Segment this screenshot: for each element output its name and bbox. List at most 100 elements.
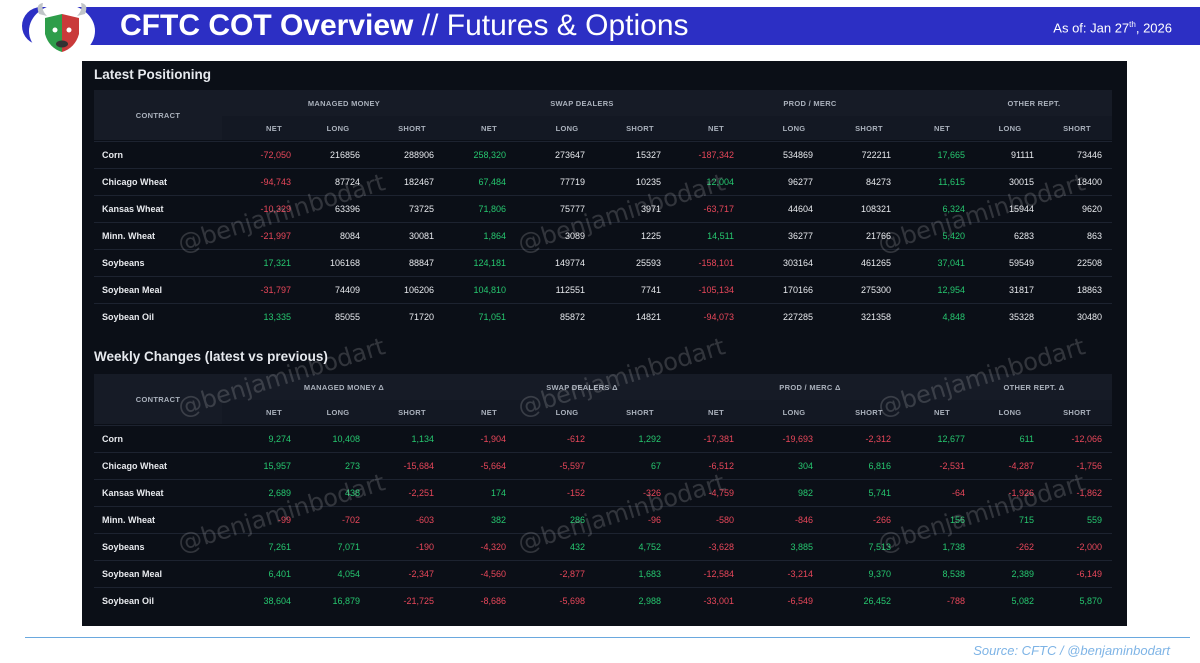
table-cell: 321358 <box>860 312 891 322</box>
sub-header: LONG <box>782 408 806 417</box>
table-cell: -846 <box>794 515 813 525</box>
sub-header: SHORT <box>398 408 426 417</box>
table-cell: 13,335 <box>263 312 291 322</box>
table-cell: -31,797 <box>260 285 291 295</box>
table-cell: -2,000 <box>1076 542 1102 552</box>
table-cell: 275300 <box>860 285 891 295</box>
sub-header: SHORT <box>398 124 426 133</box>
table-cell: -63,717 <box>703 204 734 214</box>
table-cell: 5,420 <box>942 231 965 241</box>
table-cell: 73446 <box>1076 150 1102 160</box>
table-cell: -2,877 <box>559 569 585 579</box>
sub-header: SHORT <box>855 408 883 417</box>
sub-header: LONG <box>555 408 579 417</box>
table-cell: -8,686 <box>480 596 506 606</box>
table-cell: 304 <box>797 461 813 471</box>
table-cell: 174 <box>490 488 506 498</box>
table-cell: 216856 <box>329 150 360 160</box>
contract-name: Corn <box>102 150 123 160</box>
table-cell: 863 <box>1086 231 1102 241</box>
table-cell: 1,683 <box>638 569 661 579</box>
contract-name: Chicago Wheat <box>102 461 168 471</box>
table-cell: 5,741 <box>868 488 891 498</box>
table-cell: -17,381 <box>703 434 734 444</box>
sub-header: LONG <box>998 124 1022 133</box>
group-header-row <box>94 90 1112 116</box>
table-cell: 258,320 <box>473 150 506 160</box>
table-cell: 1,738 <box>942 542 965 552</box>
table-cell: 273647 <box>554 150 585 160</box>
table-cell: -4,759 <box>708 488 734 498</box>
table-cell: 26,452 <box>863 596 891 606</box>
contract-column-header: CONTRACT <box>94 374 222 424</box>
table-row: Soybeans 7,261 7,071 -190 -4,320 432 4,752 -3,6… <box>94 533 1112 561</box>
sub-header: NET <box>934 124 950 133</box>
table-cell: 112551 <box>555 285 585 295</box>
table-cell: -99 <box>277 515 291 525</box>
table-cell: 7,071 <box>337 542 360 552</box>
table-cell: 9,370 <box>868 569 891 579</box>
cot-panel: Latest Positioning CONTRACT MANAGED MONEY… <box>82 61 1127 626</box>
contract-header-label: CONTRACT <box>135 394 181 404</box>
table-cell: -612 <box>566 434 585 444</box>
table-cell: 77719 <box>559 177 585 187</box>
table-cell: -5,698 <box>559 596 585 606</box>
table-cell: -3,628 <box>708 542 734 552</box>
table-cell: 21766 <box>865 231 891 241</box>
table-cell: 12,004 <box>706 177 734 187</box>
contract-name: Minn. Wheat <box>102 231 155 241</box>
table-cell: 88847 <box>408 258 434 268</box>
group-header: MANAGED MONEY Δ <box>303 383 385 392</box>
table-cell: 611 <box>1019 434 1034 444</box>
table-cell: 1,292 <box>638 434 661 444</box>
table-cell: -2,312 <box>865 434 891 444</box>
table-cell: -4,320 <box>480 542 506 552</box>
table-cell: -105,134 <box>698 285 734 295</box>
table-cell: 17,665 <box>937 150 965 160</box>
group-header: PROD / MERC <box>783 99 837 108</box>
sub-header: NET <box>266 408 282 417</box>
table-cell: 30015 <box>1008 177 1034 187</box>
table-cell: 30081 <box>408 231 434 241</box>
table-cell: -5,664 <box>480 461 506 471</box>
table-cell: 4,848 <box>942 312 965 322</box>
table-cell: 1,134 <box>411 434 434 444</box>
table-cell: 1225 <box>640 231 661 241</box>
sub-header-row <box>94 400 1112 424</box>
contract-name: Soybeans <box>102 258 145 268</box>
table-cell: 9,274 <box>268 434 291 444</box>
table-cell: 722211 <box>861 150 891 160</box>
bull-bear-logo-icon <box>25 0 99 60</box>
table-cell: -3,214 <box>787 569 813 579</box>
table-cell: -326 <box>642 488 661 498</box>
table-cell: 71720 <box>408 312 434 322</box>
table-cell: 182467 <box>403 177 434 187</box>
table-row: Soybean Meal 6,401 4,054 -2,347 -4,560 -2,877… <box>94 560 1112 588</box>
as-of-date: As of: Jan 27th, 2026 <box>1053 20 1172 36</box>
table-cell: -6,512 <box>708 461 734 471</box>
table-cell: 18400 <box>1076 177 1102 187</box>
table-cell: 30480 <box>1076 312 1102 322</box>
table-cell: -152 <box>566 488 585 498</box>
table-cell: 170166 <box>782 285 813 295</box>
contract-name: Kansas Wheat <box>102 488 164 498</box>
contract-name: Soybean Meal <box>102 569 163 579</box>
sub-header: LONG <box>326 124 350 133</box>
contract-name: Minn. Wheat <box>102 515 155 525</box>
table-cell: 715 <box>1018 515 1034 525</box>
table-cell: -21,997 <box>260 231 291 241</box>
sub-header: SHORT <box>1063 124 1091 133</box>
table-cell: 59549 <box>1008 258 1034 268</box>
table-cell: -6,549 <box>787 596 813 606</box>
table-cell: -94,073 <box>703 312 734 322</box>
weekly-changes-title: Weekly Changes (latest vs previous) <box>94 349 328 364</box>
table-row: Minn. Wheat -99 -702 -603 382 286 -96 -580 -846 -… <box>94 506 1112 534</box>
table-cell: 5,082 <box>1011 596 1034 606</box>
table-cell: -788 <box>946 596 965 606</box>
contract-column-header: CONTRACT <box>94 90 222 140</box>
table-cell: -266 <box>872 515 891 525</box>
table-cell: 7,261 <box>268 542 291 552</box>
table-cell: 75777 <box>559 204 585 214</box>
table-cell: -21,725 <box>403 596 434 606</box>
contract-name: Corn <box>102 434 123 444</box>
